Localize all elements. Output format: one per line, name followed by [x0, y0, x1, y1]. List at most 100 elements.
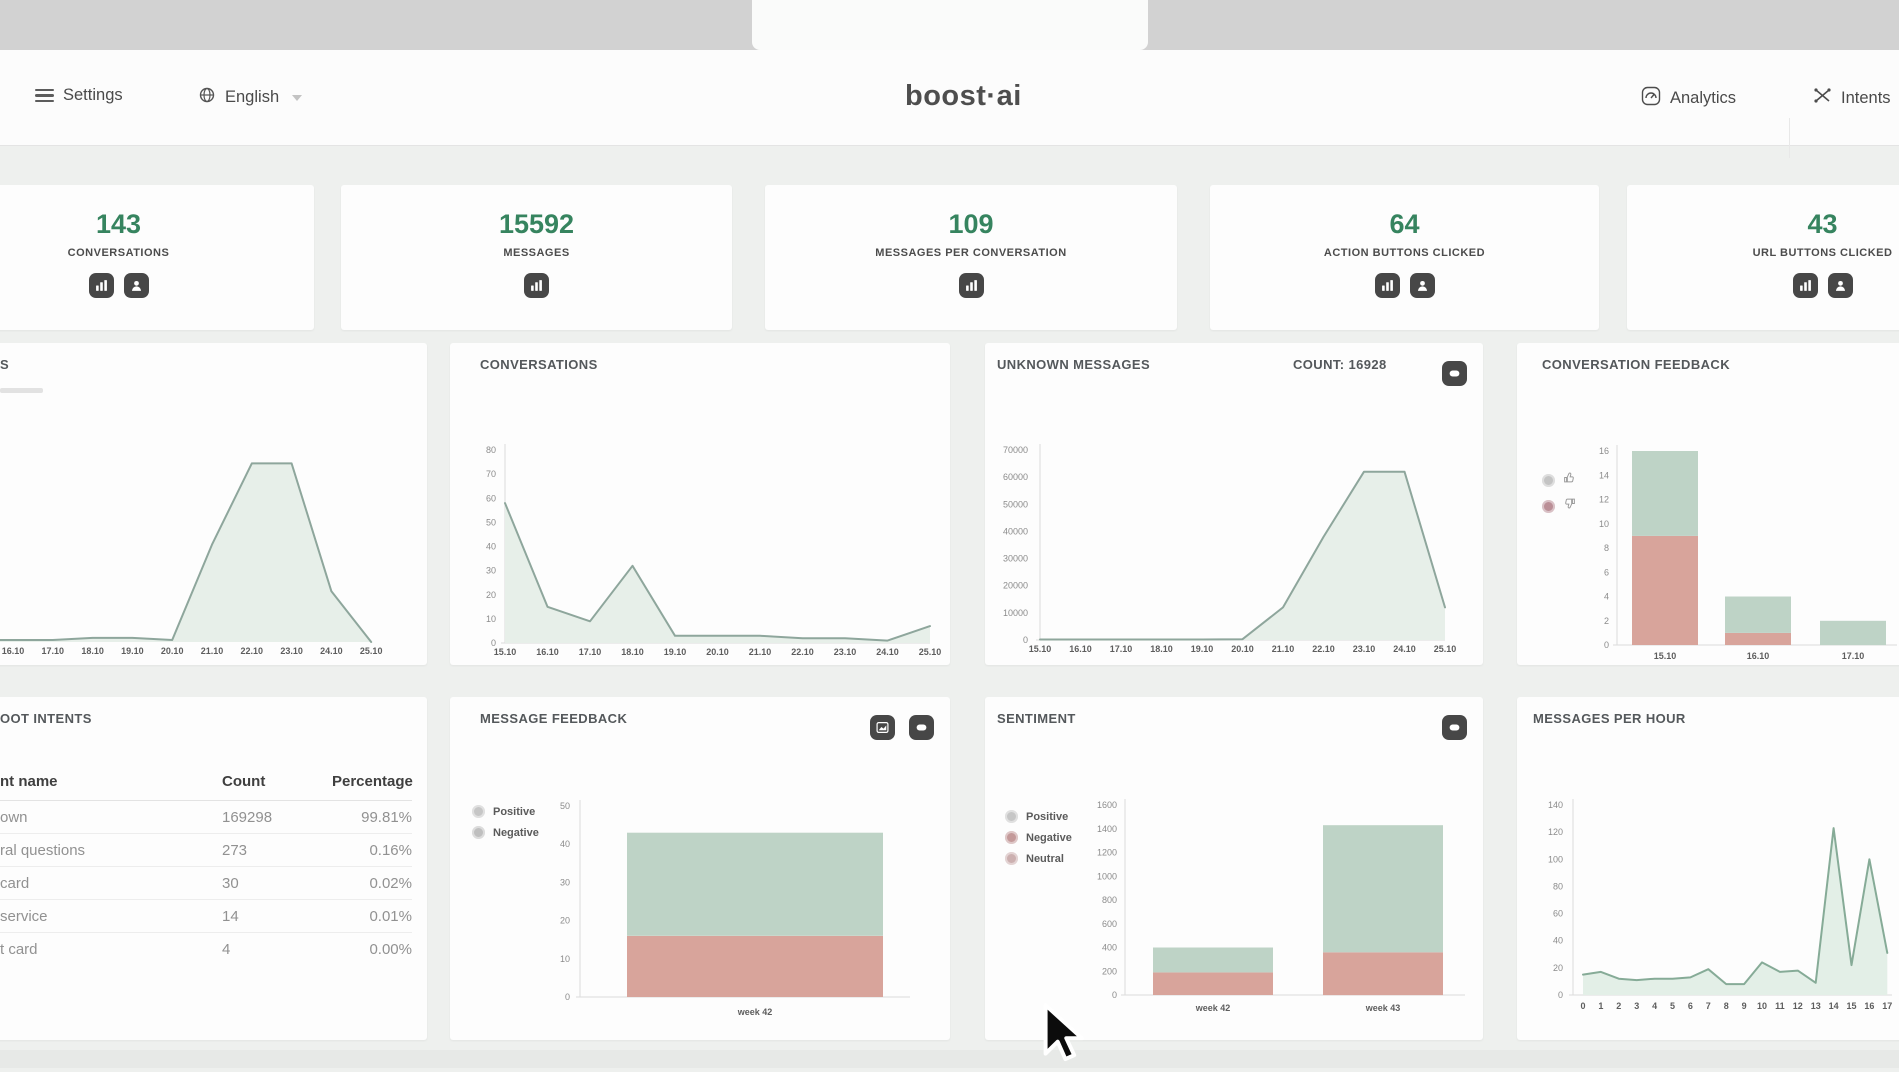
svg-text:21.10: 21.10: [1272, 644, 1295, 654]
svg-text:15.10: 15.10: [1029, 644, 1052, 654]
comment-icon[interactable]: [1442, 361, 1467, 386]
stat-value: 109: [948, 209, 994, 239]
svg-text:18.10: 18.10: [621, 647, 644, 657]
panel-unknown-messages: UNKNOWN MESSAGES COUNT: 16928 0 10000 2000…: [985, 343, 1483, 665]
panel-title: UNKNOWN MESSAGES: [997, 357, 1151, 372]
top-overlay-patch: [752, 0, 1148, 50]
svg-text:30: 30: [560, 877, 570, 887]
chart-icon[interactable]: [1792, 273, 1818, 298]
stat-label: ACTION BUTTONS CLICKED: [1323, 247, 1486, 259]
chart-icon[interactable]: [524, 273, 549, 298]
stat-label: CONVERSATIONS: [67, 247, 170, 259]
svg-text:25.10: 25.10: [1434, 644, 1457, 654]
svg-text:10: 10: [486, 614, 496, 624]
unknown-count-label: COUNT: 16928: [1293, 357, 1387, 372]
svg-text:0: 0: [1023, 635, 1028, 645]
col-count: Count: [222, 773, 266, 790]
hamburger-icon: [35, 88, 54, 103]
messages-trend-chart: 16.10 17.10 18.10 19.10 20.10 21.10 22.10 23.10…: [0, 462, 383, 656]
svg-text:14: 14: [1599, 470, 1609, 480]
legend-label: Negative: [1026, 831, 1072, 844]
svg-text:20.10: 20.10: [1231, 644, 1254, 654]
nav-intents[interactable]: Intents: [1813, 86, 1891, 110]
unknown-messages-chart: 0 10000 20000 30000 40000 50000 60000 70000 15.1…: [1003, 444, 1457, 654]
svg-text:30000: 30000: [1003, 554, 1028, 564]
svg-text:15: 15: [1846, 1001, 1856, 1011]
svg-text:0: 0: [1604, 640, 1609, 650]
panel-title: MESSAGES PER HOUR: [1533, 711, 1686, 726]
svg-text:week 42: week 42: [1195, 1003, 1231, 1013]
language-label: English: [225, 88, 280, 106]
user-icon[interactable]: [123, 273, 149, 298]
comment-icon[interactable]: [1442, 715, 1467, 740]
svg-text:80: 80: [1553, 881, 1563, 891]
table-row: service 14 0.01%: [0, 900, 412, 933]
svg-text:50: 50: [486, 517, 496, 527]
settings-menu[interactable]: Settings: [35, 86, 123, 105]
intents-icon: [1813, 86, 1832, 110]
stat-label: MESSAGES: [503, 247, 570, 259]
stat-label: MESSAGES PER CONVERSATION: [875, 247, 1067, 259]
message-feedback-chart: 0 10 20 30 40 50 week 42: [560, 800, 910, 1017]
svg-text:1400: 1400: [1097, 824, 1117, 834]
chart-icon[interactable]: [958, 273, 984, 298]
svg-text:23.10: 23.10: [834, 647, 857, 657]
svg-text:0: 0: [1112, 990, 1117, 1000]
svg-text:200: 200: [1102, 966, 1117, 976]
svg-text:25.10: 25.10: [360, 646, 383, 656]
panel-title: MESSAGE FEEDBACK: [480, 711, 628, 726]
stat-card-messages-per-conversation: 109 MESSAGES PER CONVERSATION: [765, 185, 1177, 330]
imgchart-icon[interactable]: [870, 715, 895, 740]
table-header: nt name Count Percentage: [0, 767, 413, 801]
col-intent-name: nt name: [0, 773, 58, 790]
gauge-icon: [1641, 86, 1661, 111]
svg-text:2: 2: [1616, 1001, 1621, 1011]
svg-text:80: 80: [486, 445, 496, 455]
svg-text:7: 7: [1706, 1001, 1711, 1011]
svg-text:25.10: 25.10: [919, 647, 942, 657]
svg-text:21.10: 21.10: [201, 646, 224, 656]
svg-text:400: 400: [1102, 943, 1117, 953]
chart-icon[interactable]: [88, 273, 114, 298]
svg-text:24.10: 24.10: [1393, 644, 1416, 654]
positive-legend-dot: [1005, 810, 1018, 823]
svg-text:19.10: 19.10: [1191, 644, 1214, 654]
svg-text:4: 4: [1652, 1001, 1657, 1011]
legend-label: Positive: [493, 805, 536, 818]
sentiment-chart: 0 200 400 600 800 1000 1200 1400 1600 week 42 week…: [1097, 799, 1465, 1013]
svg-text:18.10: 18.10: [81, 646, 104, 656]
stat-value: 143: [95, 209, 142, 239]
svg-text:18.10: 18.10: [1150, 644, 1173, 654]
legend-label: Positive: [1026, 810, 1069, 823]
stat-value: 15592: [498, 209, 575, 239]
language-selector[interactable]: English: [198, 86, 303, 109]
brand-logo: boost·ai: [905, 80, 1022, 112]
nav-analytics[interactable]: Analytics: [1641, 86, 1736, 111]
svg-text:22.10: 22.10: [241, 646, 264, 656]
user-icon[interactable]: [1409, 273, 1435, 298]
user-icon[interactable]: [1827, 273, 1853, 298]
panel-sentiment: SENTIMENT Positive Negative Neutral 0 200…: [985, 697, 1483, 1040]
svg-text:16.10: 16.10: [2, 646, 25, 656]
panel-conversation-feedback: CONVERSATION FEEDBACK 0 2 4 6 8 10 12 14 16 15.10…: [1517, 343, 1899, 665]
svg-text:19.10: 19.10: [121, 646, 144, 656]
svg-text:0: 0: [1558, 990, 1563, 1000]
svg-text:60000: 60000: [1003, 472, 1028, 482]
chart-icon[interactable]: [1374, 273, 1400, 298]
svg-text:1: 1: [1598, 1001, 1603, 1011]
analytics-label: Analytics: [1670, 89, 1737, 107]
legend-label: Negative: [493, 826, 539, 839]
stat-value: 64: [1389, 209, 1420, 239]
conversations-chart: 0 10 20 30 40 50 60 70 80 15.10 16.10 17.10 18.10 19.…: [486, 444, 942, 657]
legend-label: Neutral: [1026, 852, 1064, 865]
comment-icon[interactable]: [909, 715, 934, 740]
globe-icon: [198, 86, 216, 109]
svg-text:24.10: 24.10: [876, 647, 899, 657]
svg-text:1600: 1600: [1097, 800, 1117, 810]
svg-text:10: 10: [1757, 1001, 1767, 1011]
svg-text:70: 70: [486, 469, 496, 479]
svg-text:19.10: 19.10: [664, 647, 687, 657]
settings-label: Settings: [63, 86, 123, 104]
svg-text:12: 12: [1793, 1001, 1803, 1011]
